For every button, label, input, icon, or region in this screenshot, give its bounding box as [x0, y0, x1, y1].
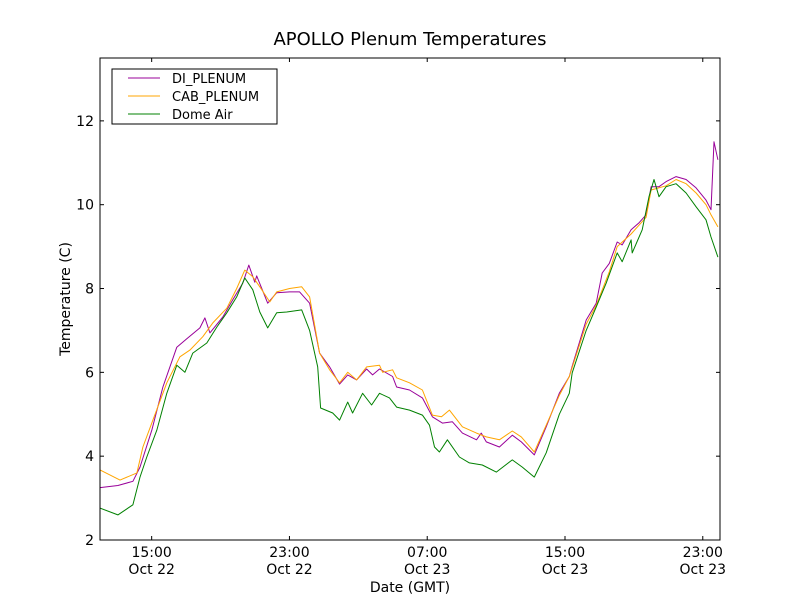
x-tick-label-date: Oct 23 [404, 562, 450, 578]
x-tick-label-date: Oct 23 [542, 562, 588, 578]
y-tick-label: 2 [85, 533, 94, 549]
legend-label: Dome Air [172, 108, 233, 123]
x-tick-label-date: Oct 22 [266, 562, 312, 578]
chart-title: APOLLO Plenum Temperatures [273, 29, 546, 50]
x-tick-label-time: 23:00 [269, 545, 309, 561]
x-tick-label-time: 07:00 [407, 545, 447, 561]
x-axis-label: Date (GMT) [370, 580, 450, 596]
series-layer [100, 141, 719, 516]
x-tick-label-date: Oct 22 [128, 562, 174, 578]
x-tick-label-time: 23:00 [683, 545, 723, 561]
x-tick-label-time: 15:00 [131, 545, 171, 561]
plot-frame [99, 57, 721, 541]
y-axis-label: Temperature (C) [58, 242, 74, 357]
x-tick-label-date: Oct 23 [680, 562, 726, 578]
series-line-cab-plenum [100, 179, 719, 481]
legend-label: CAB_PLENUM [172, 90, 259, 105]
legend-label: DI_PLENUM [172, 72, 246, 87]
series-line-dome-air [100, 179, 719, 516]
y-tick-label: 6 [85, 365, 94, 381]
y-tick-label: 10 [76, 198, 94, 214]
y-tick-label: 8 [85, 282, 94, 298]
y-tick-label: 4 [85, 449, 94, 465]
legend: DI_PLENUM CAB_PLENUM Dome Air [111, 68, 278, 125]
y-tick-label: 12 [76, 114, 94, 130]
x-tick-label-time: 15:00 [545, 545, 585, 561]
series-line-di-plenum [100, 141, 719, 489]
